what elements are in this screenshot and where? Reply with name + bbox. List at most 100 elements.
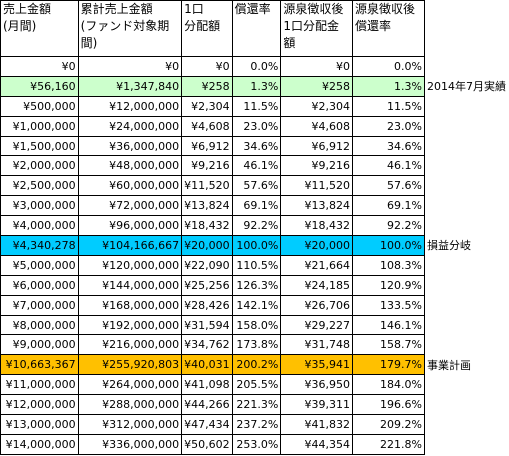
cell: ¥2,000,000 bbox=[0, 155, 79, 177]
table-body: ¥0 ¥0 ¥0 0.0% ¥0 0.0% ¥56,160 ¥1,347,840 ¥258 1.3… bbox=[0, 56, 509, 455]
cell: ¥4,340,278 bbox=[0, 235, 79, 256]
cell: 57.6% bbox=[231, 175, 282, 197]
cell: 179.7% bbox=[351, 354, 425, 376]
blank-header bbox=[424, 1, 508, 57]
cell: 253.0% bbox=[231, 433, 282, 455]
cell: 173.8% bbox=[231, 334, 282, 356]
table-row: ¥2,500,000 ¥60,000,000 ¥11,520 57.6% ¥11,520… bbox=[0, 175, 509, 197]
cell: 0.0% bbox=[351, 56, 425, 77]
cell: ¥4,000,000 bbox=[0, 215, 79, 237]
cell: ¥40,031 bbox=[181, 354, 233, 376]
table-row: ¥6,000,000 ¥144,000,000 ¥25,256 126.3% ¥24,1… bbox=[0, 274, 509, 296]
cell: ¥5,000,000 bbox=[0, 254, 79, 276]
cell: ¥9,216 bbox=[181, 155, 233, 177]
cell: 158.7% bbox=[351, 334, 425, 356]
cell: 108.3% bbox=[351, 254, 425, 276]
cell: ¥8,000,000 bbox=[0, 314, 79, 336]
cell: ¥44,354 bbox=[280, 433, 353, 455]
row-note bbox=[424, 116, 508, 136]
cell: ¥104,166,667 bbox=[77, 235, 183, 256]
cell: ¥20,000 bbox=[280, 235, 353, 256]
cell: ¥258 bbox=[280, 75, 353, 97]
row-note bbox=[424, 315, 508, 335]
cell: ¥24,000,000 bbox=[77, 115, 183, 137]
cell: ¥168,000,000 bbox=[77, 294, 183, 316]
table-row: ¥12,000,000 ¥288,000,000 ¥44,266 221.3% ¥39,… bbox=[0, 394, 509, 416]
cell: 142.1% bbox=[231, 294, 282, 316]
cell: ¥7,000,000 bbox=[0, 294, 79, 316]
table-row: ¥1,000,000 ¥24,000,000 ¥4,608 23.0% ¥4,608 23… bbox=[0, 115, 509, 137]
cell: ¥41,098 bbox=[181, 374, 233, 396]
table-row: ¥3,000,000 ¥72,000,000 ¥13,824 69.1% ¥13,824… bbox=[0, 195, 509, 217]
table-row: ¥4,000,000 ¥96,000,000 ¥18,432 92.2% ¥18,432… bbox=[0, 215, 509, 237]
cell: ¥18,432 bbox=[280, 215, 353, 237]
cell: ¥96,000,000 bbox=[77, 215, 183, 237]
table-row: ¥11,000,000 ¥264,000,000 ¥41,098 205.5% ¥36,… bbox=[0, 374, 509, 396]
cell: 209.2% bbox=[351, 414, 425, 435]
cell: ¥12,000,000 bbox=[0, 394, 79, 416]
cell: 126.3% bbox=[231, 274, 282, 296]
cell: ¥35,941 bbox=[280, 354, 353, 376]
cell: ¥2,304 bbox=[181, 95, 233, 117]
cell: ¥18,432 bbox=[181, 215, 233, 237]
cell: ¥0 bbox=[0, 56, 79, 77]
row-note bbox=[424, 255, 508, 275]
cell: 92.2% bbox=[351, 215, 425, 237]
table-row: ¥1,500,000 ¥36,000,000 ¥6,912 34.6% ¥6,912 34… bbox=[0, 135, 509, 157]
table-row: ¥9,000,000 ¥216,000,000 ¥34,762 173.8% ¥31,7… bbox=[0, 334, 509, 356]
cell: ¥26,706 bbox=[280, 294, 353, 316]
cell: 69.1% bbox=[351, 195, 425, 217]
cell: ¥255,920,803 bbox=[77, 354, 183, 376]
cell: 23.0% bbox=[231, 115, 282, 137]
cell: ¥11,520 bbox=[280, 175, 353, 197]
row-note bbox=[424, 295, 508, 315]
cell: ¥20,000 bbox=[181, 235, 233, 256]
row-note bbox=[424, 57, 508, 77]
row-note: 損益分岐 bbox=[426, 239, 471, 253]
row-note bbox=[424, 434, 508, 454]
cell: ¥9,000,000 bbox=[0, 334, 79, 356]
cell: ¥25,256 bbox=[181, 274, 233, 296]
row-note bbox=[424, 156, 508, 176]
table-row: ¥5,000,000 ¥120,000,000 ¥22,090 110.5% ¥21,6… bbox=[0, 254, 509, 276]
cell: 57.6% bbox=[351, 175, 425, 197]
cell: ¥6,000,000 bbox=[0, 274, 79, 296]
cell: 34.6% bbox=[351, 135, 425, 157]
cell: ¥39,311 bbox=[280, 394, 353, 416]
cell: 158.0% bbox=[231, 314, 282, 336]
cell: ¥312,000,000 bbox=[77, 414, 183, 435]
cell: ¥13,000,000 bbox=[0, 414, 79, 435]
column-header: 累計売上金額 (ファンド対象期間) bbox=[77, 0, 183, 57]
column-header: 1口 分配額 bbox=[181, 0, 233, 57]
cell: ¥258 bbox=[181, 75, 233, 97]
cell: ¥1,000,000 bbox=[0, 115, 79, 137]
row-note bbox=[424, 176, 508, 196]
cell: 100.0% bbox=[231, 235, 282, 256]
table-row: ¥56,160 ¥1,347,840 ¥258 1.3% ¥258 1.3% 2014年7月… bbox=[0, 75, 509, 97]
cell: 184.0% bbox=[351, 374, 425, 396]
row-note bbox=[424, 395, 508, 415]
table-row: ¥8,000,000 ¥192,000,000 ¥31,594 158.0% ¥29,2… bbox=[0, 314, 509, 336]
cell: 237.2% bbox=[231, 414, 282, 435]
row-note bbox=[424, 196, 508, 216]
cell: 46.1% bbox=[231, 155, 282, 177]
column-header: 源泉徴収後 償還率 bbox=[351, 0, 425, 57]
cell: ¥47,434 bbox=[181, 414, 233, 435]
cell: 92.2% bbox=[231, 215, 282, 237]
cell: 34.6% bbox=[231, 135, 282, 157]
cell: ¥6,912 bbox=[280, 135, 353, 157]
cell: ¥144,000,000 bbox=[77, 274, 183, 296]
cell: ¥9,216 bbox=[280, 155, 353, 177]
row-note bbox=[424, 415, 508, 435]
table-row: ¥500,000 ¥12,000,000 ¥2,304 11.5% ¥2,304 11.5… bbox=[0, 95, 509, 117]
row-note: 事業計画 bbox=[426, 358, 471, 372]
row-note bbox=[424, 375, 508, 395]
table-row: ¥2,000,000 ¥48,000,000 ¥9,216 46.1% ¥9,216 46… bbox=[0, 155, 509, 177]
cell: ¥2,304 bbox=[280, 95, 353, 117]
cell: ¥31,748 bbox=[280, 334, 353, 356]
row-note: 2014年7月実績 bbox=[426, 80, 506, 94]
cell: ¥31,594 bbox=[181, 314, 233, 336]
header-row: 売上金額 (月間) 累計売上金額 (ファンド対象期間) 1口 分配額 償還率 源泉徴収後… bbox=[0, 0, 509, 57]
cell: ¥11,000,000 bbox=[0, 374, 79, 396]
